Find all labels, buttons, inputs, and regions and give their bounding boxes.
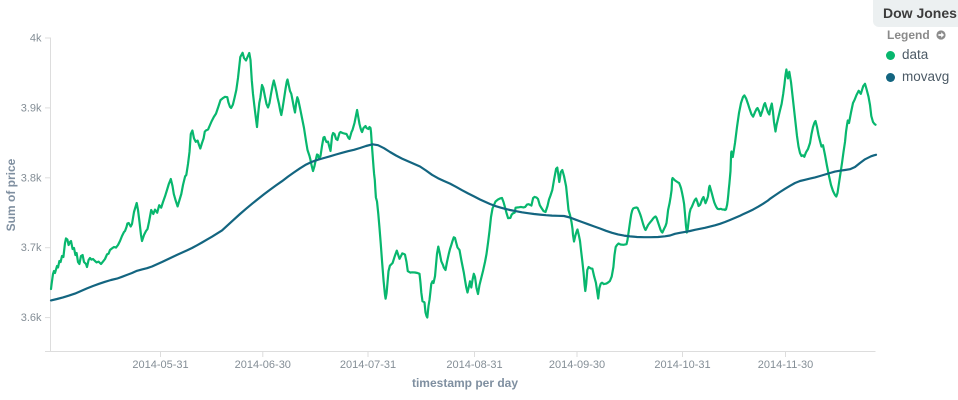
svg-text:3.7k: 3.7k	[21, 242, 42, 254]
svg-text:Sum of price: Sum of price	[4, 158, 18, 231]
svg-text:3.9k: 3.9k	[21, 102, 42, 114]
svg-text:2014-08-31: 2014-08-31	[446, 359, 502, 371]
svg-text:2014-06-30: 2014-06-30	[235, 359, 291, 371]
svg-text:4k: 4k	[30, 33, 42, 45]
svg-text:3.8k: 3.8k	[21, 172, 42, 184]
svg-text:2014-05-31: 2014-05-31	[132, 359, 188, 371]
svg-text:2014-11-30: 2014-11-30	[758, 359, 813, 371]
svg-text:2014-09-30: 2014-09-30	[549, 359, 605, 371]
svg-text:3.6k: 3.6k	[21, 312, 42, 324]
svg-text:timestamp per day: timestamp per day	[412, 376, 518, 390]
svg-text:2014-10-31: 2014-10-31	[654, 359, 710, 371]
svg-text:2014-07-31: 2014-07-31	[340, 359, 396, 371]
